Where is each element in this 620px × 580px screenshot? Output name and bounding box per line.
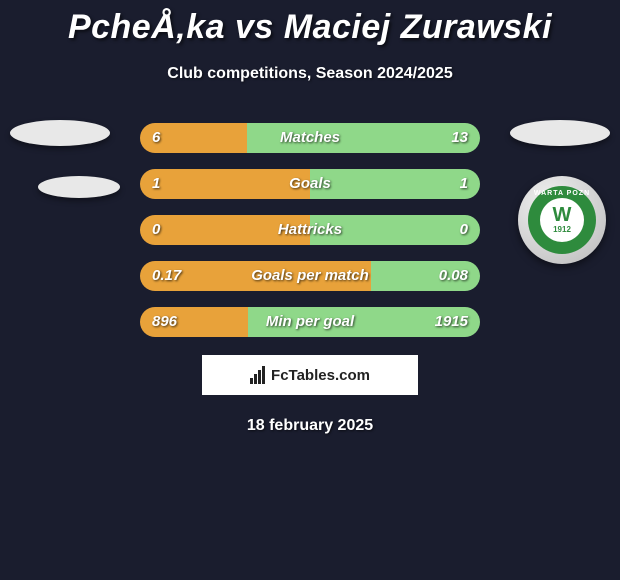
stat-label: Goals per match bbox=[140, 261, 480, 291]
stat-label: Hattricks bbox=[140, 215, 480, 245]
subtitle: Club competitions, Season 2024/2025 bbox=[0, 65, 620, 83]
infographic-root: PcheÅ‚ka vs Maciej Zurawski Club competi… bbox=[0, 0, 620, 435]
stat-row: Hattricks0 0 bbox=[0, 215, 620, 245]
stats-section: Matches6 13 Goals1 1 Hattricks0 0 Goals per ma… bbox=[0, 123, 620, 337]
stat-value-right: 13 bbox=[451, 123, 468, 153]
stat-value-left: 1 bbox=[152, 169, 160, 199]
fctables-bars-icon bbox=[250, 366, 265, 384]
stat-value-right: 1915 bbox=[435, 307, 468, 337]
stat-bar: Goals1 1 bbox=[140, 169, 480, 199]
stat-row: Goals1 1 bbox=[0, 169, 620, 199]
stat-bar: Matches6 13 bbox=[140, 123, 480, 153]
club-letter: W bbox=[553, 205, 572, 225]
stat-label: Goals bbox=[140, 169, 480, 199]
stat-value-right: 1 bbox=[460, 169, 468, 199]
stat-value-left: 0 bbox=[152, 215, 160, 245]
page-title: PcheÅ‚ka vs Maciej Zurawski bbox=[0, 8, 620, 47]
club-badge-core: W 1912 bbox=[540, 198, 584, 242]
stat-bar: Goals per match0.17 0.08 bbox=[140, 261, 480, 291]
stat-value-left: 0.17 bbox=[152, 261, 181, 291]
fctables-label: FcTables.com bbox=[271, 367, 370, 384]
stat-row: Min per goal896 1915 bbox=[0, 307, 620, 337]
stat-value-right: 0.08 bbox=[439, 261, 468, 291]
stat-value-left: 6 bbox=[152, 123, 160, 153]
stat-label: Min per goal bbox=[140, 307, 480, 337]
stat-value-right: 0 bbox=[460, 215, 468, 245]
stat-row: Goals per match0.17 0.08 bbox=[0, 261, 620, 291]
date-text: 18 february 2025 bbox=[0, 417, 620, 435]
stat-row: Matches6 13 bbox=[0, 123, 620, 153]
fctables-attribution: FcTables.com bbox=[202, 355, 418, 395]
stat-bar: Min per goal896 1915 bbox=[140, 307, 480, 337]
stat-bar: Hattricks0 0 bbox=[140, 215, 480, 245]
stat-label: Matches bbox=[140, 123, 480, 153]
stat-value-left: 896 bbox=[152, 307, 177, 337]
club-year: 1912 bbox=[553, 226, 571, 234]
